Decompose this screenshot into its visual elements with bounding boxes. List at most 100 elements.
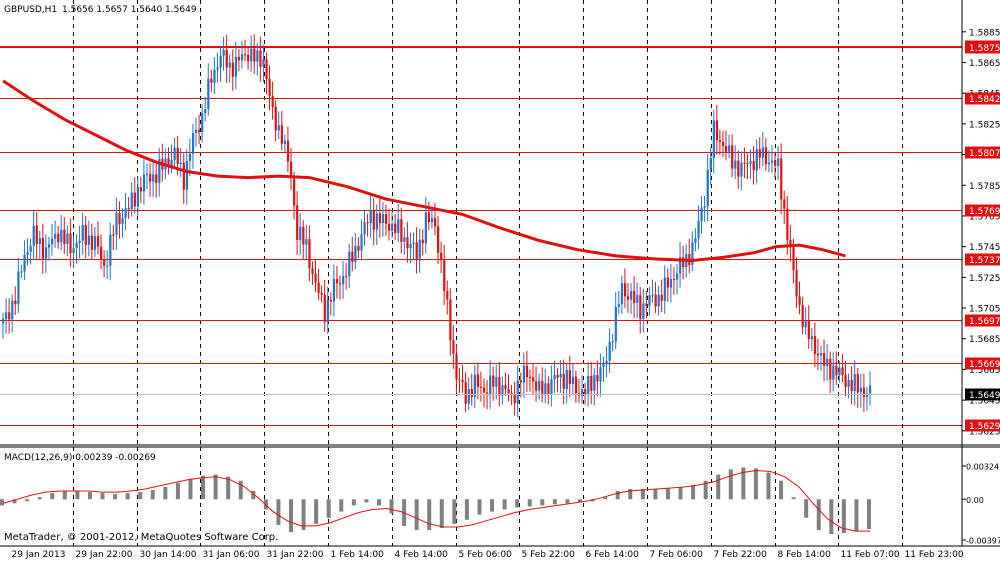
level-badge: 1.5807 bbox=[965, 146, 1000, 159]
candle bbox=[219, 47, 222, 82]
candle-body bbox=[832, 365, 835, 380]
candle bbox=[342, 261, 345, 299]
price-tick-label: 1.5685 bbox=[969, 335, 1000, 345]
macd-bar bbox=[301, 499, 306, 531]
candle-body bbox=[562, 373, 565, 389]
candle-body bbox=[786, 208, 789, 240]
candle-body bbox=[213, 69, 216, 83]
candle bbox=[663, 265, 666, 314]
candle-body bbox=[856, 374, 859, 393]
macd-bar bbox=[779, 480, 784, 500]
candle-body bbox=[78, 240, 81, 243]
candle-body bbox=[587, 375, 590, 395]
candle bbox=[823, 339, 826, 382]
candle-body bbox=[240, 54, 244, 61]
macd-bar bbox=[678, 486, 683, 500]
candle-body bbox=[234, 56, 238, 77]
time-axis-label: 8 Feb 14:00 bbox=[778, 550, 832, 560]
candle-body bbox=[51, 238, 54, 245]
macd-bar bbox=[326, 499, 331, 518]
candle-body bbox=[348, 251, 351, 277]
macd-bar bbox=[665, 487, 670, 500]
candle-body bbox=[801, 304, 804, 328]
candle bbox=[498, 362, 501, 407]
candle bbox=[587, 361, 590, 407]
candle bbox=[516, 365, 519, 418]
candle bbox=[614, 292, 617, 350]
candle-body bbox=[207, 78, 210, 110]
candle bbox=[247, 47, 250, 70]
candle-body bbox=[798, 296, 801, 305]
level-badge-text: 1.5629 bbox=[969, 422, 1000, 432]
candle bbox=[841, 353, 844, 383]
candle bbox=[639, 286, 642, 334]
macd-bar bbox=[716, 474, 721, 500]
candle bbox=[142, 159, 146, 205]
candle-body bbox=[669, 278, 673, 288]
candle-body bbox=[789, 239, 792, 248]
candle bbox=[17, 257, 20, 313]
candle bbox=[256, 43, 259, 76]
candle bbox=[345, 262, 348, 290]
candle bbox=[660, 279, 663, 313]
macd-bar bbox=[515, 499, 520, 508]
candle bbox=[394, 213, 397, 240]
macd-bar bbox=[804, 499, 809, 518]
candle-body bbox=[228, 62, 231, 68]
candle bbox=[366, 213, 369, 237]
candle-body bbox=[109, 234, 112, 266]
candle bbox=[93, 226, 97, 257]
macd-bar bbox=[376, 499, 381, 506]
candle-body bbox=[620, 283, 624, 305]
candle bbox=[293, 171, 296, 220]
candle-body bbox=[332, 279, 336, 302]
candle bbox=[222, 36, 225, 71]
candle bbox=[544, 368, 547, 404]
candle bbox=[354, 232, 357, 270]
macd-bar bbox=[12, 499, 17, 504]
candle-body bbox=[862, 387, 866, 398]
time-axis[interactable]: 29 Jan 2013 29 Jan 22:00 30 Jan 14:00 31 Ja… bbox=[12, 550, 964, 560]
macd-bar bbox=[87, 492, 92, 500]
candle-body bbox=[838, 367, 841, 376]
candle-body bbox=[654, 294, 657, 307]
macd-bar bbox=[816, 499, 821, 531]
candle-body bbox=[11, 300, 14, 320]
candle-body bbox=[130, 192, 133, 210]
candle-body bbox=[363, 222, 366, 235]
candle-body bbox=[550, 379, 553, 395]
candle bbox=[559, 359, 562, 393]
level-badges: 1.58761.58751.58421.58071.57691.57371.56… bbox=[965, 40, 1000, 432]
price-tick-label: 1.5705 bbox=[969, 305, 1000, 315]
candle-body bbox=[853, 374, 856, 392]
candle bbox=[72, 235, 75, 268]
candle bbox=[633, 276, 636, 319]
candle-body bbox=[626, 296, 630, 300]
candle bbox=[182, 153, 185, 205]
candle-body bbox=[433, 218, 437, 227]
candle-body bbox=[482, 387, 486, 393]
candle bbox=[541, 367, 544, 403]
candle bbox=[210, 69, 213, 92]
candle bbox=[740, 151, 743, 191]
candle-body bbox=[127, 208, 130, 210]
macd-bar bbox=[150, 490, 155, 500]
candle bbox=[204, 96, 207, 122]
candle-body bbox=[173, 147, 176, 160]
candle-body bbox=[611, 341, 614, 343]
candle-body bbox=[639, 295, 642, 319]
level-badge-text: 1.5807 bbox=[969, 149, 1000, 159]
candle bbox=[553, 360, 556, 393]
candle-body bbox=[718, 140, 722, 142]
macd-bar bbox=[703, 480, 708, 500]
candle bbox=[623, 268, 627, 308]
candle-body bbox=[663, 277, 666, 301]
level-badge-box bbox=[965, 253, 1000, 266]
candle bbox=[694, 228, 697, 252]
candle-body bbox=[675, 273, 679, 280]
candle bbox=[84, 216, 87, 259]
macd-bar bbox=[238, 480, 243, 500]
candle-body bbox=[547, 383, 550, 395]
candle bbox=[816, 339, 820, 371]
